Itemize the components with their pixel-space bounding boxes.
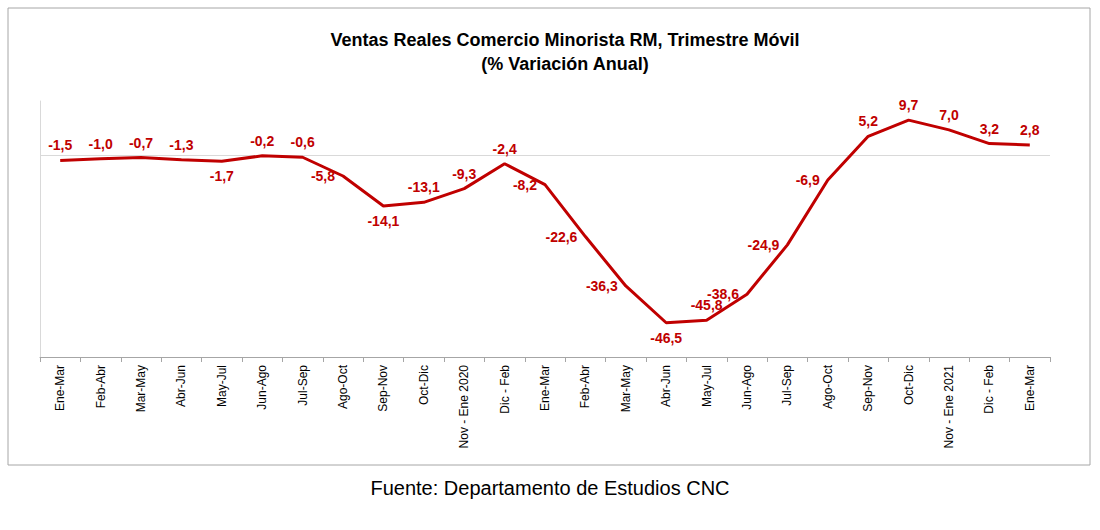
svg-text:-1,0: -1,0 (89, 136, 113, 152)
svg-text:9,7: 9,7 (899, 97, 919, 113)
svg-text:Ago-Oct: Ago-Oct (821, 364, 835, 409)
svg-text:Feb-Abr: Feb-Abr (94, 365, 108, 408)
svg-text:3,2: 3,2 (980, 121, 1000, 137)
svg-text:Jun-Ago: Jun-Ago (255, 365, 269, 410)
svg-text:Dic - Feb: Dic - Feb (498, 365, 512, 414)
svg-text:-22,6: -22,6 (545, 229, 577, 245)
svg-text:Ago-Oct: Ago-Oct (336, 364, 350, 409)
svg-text:-1,3: -1,3 (169, 137, 193, 153)
svg-text:Ene-Mar: Ene-Mar (53, 365, 67, 411)
svg-text:Mar-May: Mar-May (619, 365, 633, 412)
svg-text:-0,6: -0,6 (291, 134, 315, 150)
svg-text:Sep-Nov: Sep-Nov (376, 365, 390, 412)
svg-text:Jul-Sep: Jul-Sep (780, 365, 794, 406)
svg-text:7,0: 7,0 (939, 107, 959, 123)
svg-text:Fuente: Departamento de Estudi: Fuente: Departamento de Estudios CNC (370, 477, 729, 499)
svg-text:-8,2: -8,2 (513, 177, 537, 193)
svg-text:Ventas Reales Comercio Minoris: Ventas Reales Comercio Minorista RM, Tri… (330, 30, 799, 50)
svg-text:-0,7: -0,7 (129, 135, 153, 151)
svg-text:Abr-Jun: Abr-Jun (174, 365, 188, 407)
svg-text:-24,9: -24,9 (747, 237, 779, 253)
svg-text:Feb-Abr: Feb-Abr (578, 365, 592, 408)
svg-text:Ene-Mar: Ene-Mar (1023, 365, 1037, 411)
svg-text:-13,1: -13,1 (408, 179, 440, 195)
svg-text:-0,2: -0,2 (250, 133, 274, 149)
svg-text:Abr-Jun: Abr-Jun (659, 365, 673, 407)
svg-text:-1,5: -1,5 (48, 137, 72, 153)
svg-text:(% Variación Anual): (% Variación Anual) (481, 54, 648, 74)
svg-text:Oct-Dic: Oct-Dic (902, 365, 916, 405)
svg-text:Ene-Mar: Ene-Mar (538, 365, 552, 411)
svg-text:-2,4: -2,4 (493, 141, 517, 157)
svg-text:Nov - Ene 2020: Nov - Ene 2020 (457, 365, 471, 449)
svg-text:-6,9: -6,9 (796, 172, 820, 188)
svg-text:May-Jul: May-Jul (215, 365, 229, 407)
svg-text:-38,6: -38,6 (707, 286, 739, 302)
svg-text:May-Jul: May-Jul (700, 365, 714, 407)
svg-text:-46,5: -46,5 (650, 330, 682, 346)
svg-text:-36,3: -36,3 (586, 278, 618, 294)
svg-text:-45,8: -45,8 (690, 297, 723, 314)
svg-text:Jun-Ago: Jun-Ago (740, 365, 754, 410)
svg-text:-1,7: -1,7 (210, 168, 234, 184)
svg-text:-9,3: -9,3 (452, 166, 476, 182)
svg-text:Nov - Ene 2021: Nov - Ene 2021 (942, 365, 956, 449)
svg-text:Dic - Feb: Dic - Feb (982, 365, 996, 414)
svg-text:-14,1: -14,1 (367, 213, 399, 229)
svg-text:Mar-May: Mar-May (134, 365, 148, 412)
svg-text:5,2: 5,2 (858, 113, 878, 129)
svg-text:Oct-Dic: Oct-Dic (417, 365, 431, 405)
svg-text:Sep-Nov: Sep-Nov (861, 365, 875, 412)
svg-text:Jul-Sep: Jul-Sep (296, 365, 310, 406)
svg-text:2,8: 2,8 (1020, 122, 1040, 138)
svg-text:-5,8: -5,8 (311, 168, 335, 184)
